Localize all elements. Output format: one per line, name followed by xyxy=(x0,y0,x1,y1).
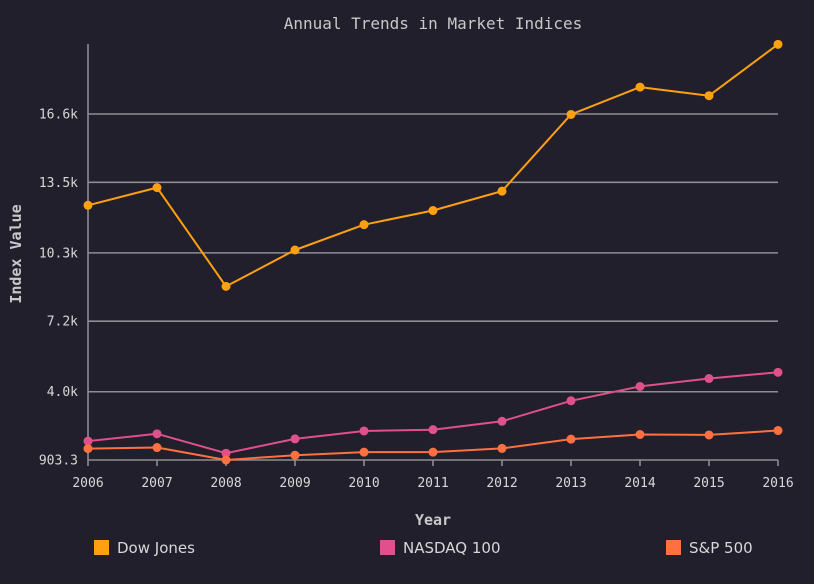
data-point xyxy=(221,281,231,291)
data-point xyxy=(290,434,300,444)
legend-label: S&P 500 xyxy=(689,539,753,557)
series-dow-jones xyxy=(83,39,783,291)
series-line-nasdaq-100 xyxy=(87,371,779,455)
y-tick-label: 4.0k xyxy=(47,385,78,400)
data-point xyxy=(83,436,93,446)
data-point xyxy=(497,443,507,453)
x-tick-label: 2015 xyxy=(693,476,724,491)
data-point xyxy=(428,425,438,435)
data-point xyxy=(359,426,369,436)
x-axis-title: Year xyxy=(415,511,451,529)
data-point xyxy=(566,434,576,444)
legend-label: Dow Jones xyxy=(117,539,195,557)
series-nasdaq-100 xyxy=(83,367,783,458)
data-point xyxy=(152,443,162,453)
data-point xyxy=(566,396,576,406)
legend-item-s-p-500: S&P 500 xyxy=(666,539,753,557)
x-tick-label: 2007 xyxy=(141,476,172,491)
data-point xyxy=(773,39,783,49)
data-point xyxy=(221,455,231,465)
data-point xyxy=(428,447,438,457)
data-point xyxy=(704,91,714,101)
data-point xyxy=(704,374,714,384)
x-tick-label: 2010 xyxy=(348,476,379,491)
data-point xyxy=(221,448,231,458)
x-tick-label: 2012 xyxy=(486,476,517,491)
data-point xyxy=(290,245,300,255)
data-point xyxy=(152,429,162,439)
y-tick-label: 7.2k xyxy=(47,315,78,330)
data-point xyxy=(497,186,507,196)
legend-swatch xyxy=(666,540,681,555)
x-tick-label: 2011 xyxy=(417,476,448,491)
data-point xyxy=(83,200,93,210)
x-tick-label: 2009 xyxy=(279,476,310,491)
x-tick-label: 2006 xyxy=(72,476,103,491)
data-point xyxy=(773,426,783,436)
legend-label: NASDAQ 100 xyxy=(403,539,501,557)
data-point xyxy=(290,450,300,460)
data-point xyxy=(635,381,645,391)
y-tick-label: 10.3k xyxy=(39,246,78,261)
legend-swatch xyxy=(94,540,109,555)
series-layer xyxy=(83,39,783,465)
data-point xyxy=(704,430,714,440)
data-point xyxy=(83,444,93,454)
data-point xyxy=(635,82,645,92)
x-tick-label: 2016 xyxy=(762,476,793,491)
legend-item-nasdaq-100: NASDAQ 100 xyxy=(380,539,501,557)
chart-title: Annual Trends in Market Indices xyxy=(284,14,583,33)
y-tick-label: 16.6k xyxy=(39,108,78,123)
data-point xyxy=(359,220,369,230)
gridlines xyxy=(88,113,778,393)
legend: Dow Jones NASDAQ 100 S&P 500 xyxy=(94,539,753,557)
y-axis-title: Index Value xyxy=(7,204,25,303)
series-line-dow-jones xyxy=(87,43,779,288)
legend-item-dow-jones: Dow Jones xyxy=(94,539,195,557)
data-point xyxy=(497,416,507,426)
series-s-p-500 xyxy=(83,426,783,465)
x-tick-label: 2013 xyxy=(555,476,586,491)
axes: 903.3 4.0k 7.2k 10.3k 13.5k 16.6k 2006 2007 2008… xyxy=(39,44,794,491)
data-point xyxy=(359,447,369,457)
data-point xyxy=(428,206,438,216)
data-point xyxy=(566,109,576,119)
x-tick-label: 2014 xyxy=(624,476,655,491)
data-point xyxy=(152,183,162,193)
y-tick-label: 903.3 xyxy=(39,454,78,469)
data-point xyxy=(773,367,783,377)
y-tick-label: 13.5k xyxy=(39,176,78,191)
x-tick-label: 2008 xyxy=(210,476,241,491)
data-point xyxy=(635,430,645,440)
legend-swatch xyxy=(380,540,395,555)
